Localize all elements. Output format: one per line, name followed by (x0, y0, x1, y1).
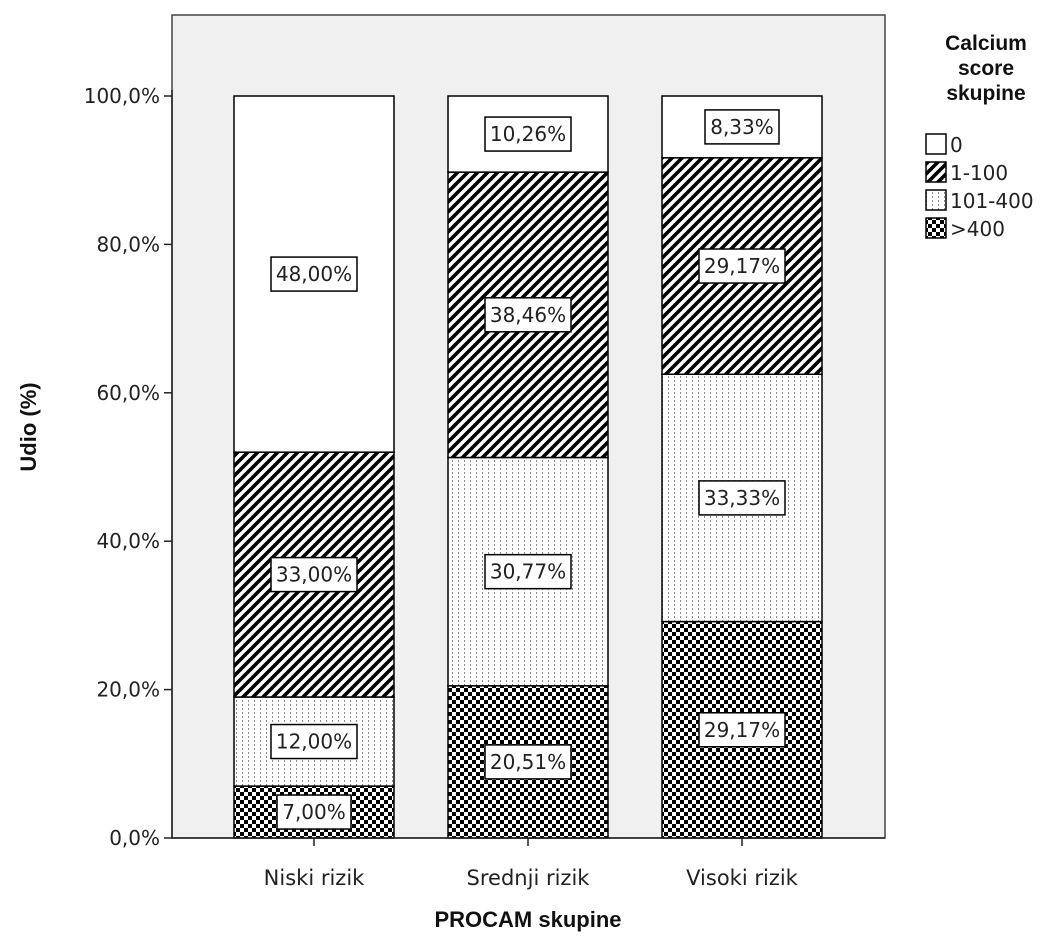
data-label-box (698, 480, 786, 516)
legend-swatch (925, 161, 947, 183)
y-axis-title: Udio (%) (16, 382, 41, 471)
data-label: 38,46% (490, 303, 566, 327)
data-label: 10,26% (490, 122, 566, 146)
x-tick-label: Niski rizik (264, 866, 365, 890)
data-label: 12,00% (276, 730, 352, 754)
y-axis: 0,0% 20,0% 40,0% 60,0% 80,0% 100,0% (84, 84, 173, 850)
data-label-box (484, 744, 572, 780)
y-tick-label: 0,0% (109, 826, 160, 850)
data-label-box (276, 794, 352, 830)
data-label: 7,00% (282, 800, 346, 824)
data-label: 20,51% (490, 750, 566, 774)
y-tick-label: 20,0% (96, 678, 160, 702)
y-tick-label: 80,0% (96, 232, 160, 256)
data-label: 8,33% (710, 115, 774, 139)
data-labels: 7,00% 12,00% 33,00% 48,00% 20,51% 30,77% 38,46… (270, 109, 786, 830)
x-axis-title: PROCAM skupine (434, 907, 621, 932)
legend-swatch (925, 217, 947, 239)
data-label-box (270, 556, 358, 593)
legend-title-line: Calcium (945, 32, 1027, 55)
data-label-box (698, 712, 786, 748)
data-label: 33,00% (276, 563, 352, 587)
legend-swatch (925, 189, 947, 211)
y-tick-label: 100,0% (84, 84, 160, 108)
data-label-box (698, 248, 786, 284)
data-label-box (270, 723, 358, 760)
y-tick-label: 60,0% (96, 381, 160, 405)
legend-label: 1-100 (950, 161, 1008, 185)
data-label-box (484, 297, 572, 333)
x-tick-label: Srednji rizik (467, 866, 591, 890)
y-tick-label: 40,0% (96, 529, 160, 553)
data-label: 29,17% (704, 718, 780, 742)
data-label: 48,00% (276, 262, 352, 286)
data-label: 30,77% (490, 560, 566, 584)
legend-swatch (925, 133, 947, 155)
legend-label: 0 (950, 133, 963, 157)
legend-title-line: score (958, 57, 1014, 80)
data-label-box (270, 256, 358, 292)
legend-label: 101-400 (950, 189, 1034, 213)
data-label-box (484, 553, 572, 590)
x-tick-label: Visoki rizik (686, 866, 799, 890)
data-label: 33,33% (704, 486, 780, 510)
data-label: 29,17% (704, 254, 780, 278)
data-label-box (704, 109, 780, 145)
legend-label: >400 (950, 217, 1005, 241)
legend-title-line: skupine (946, 82, 1025, 105)
data-label-box (484, 116, 572, 152)
x-axis: Niski rizik Srednji rizik Visoki rizik (172, 837, 885, 890)
